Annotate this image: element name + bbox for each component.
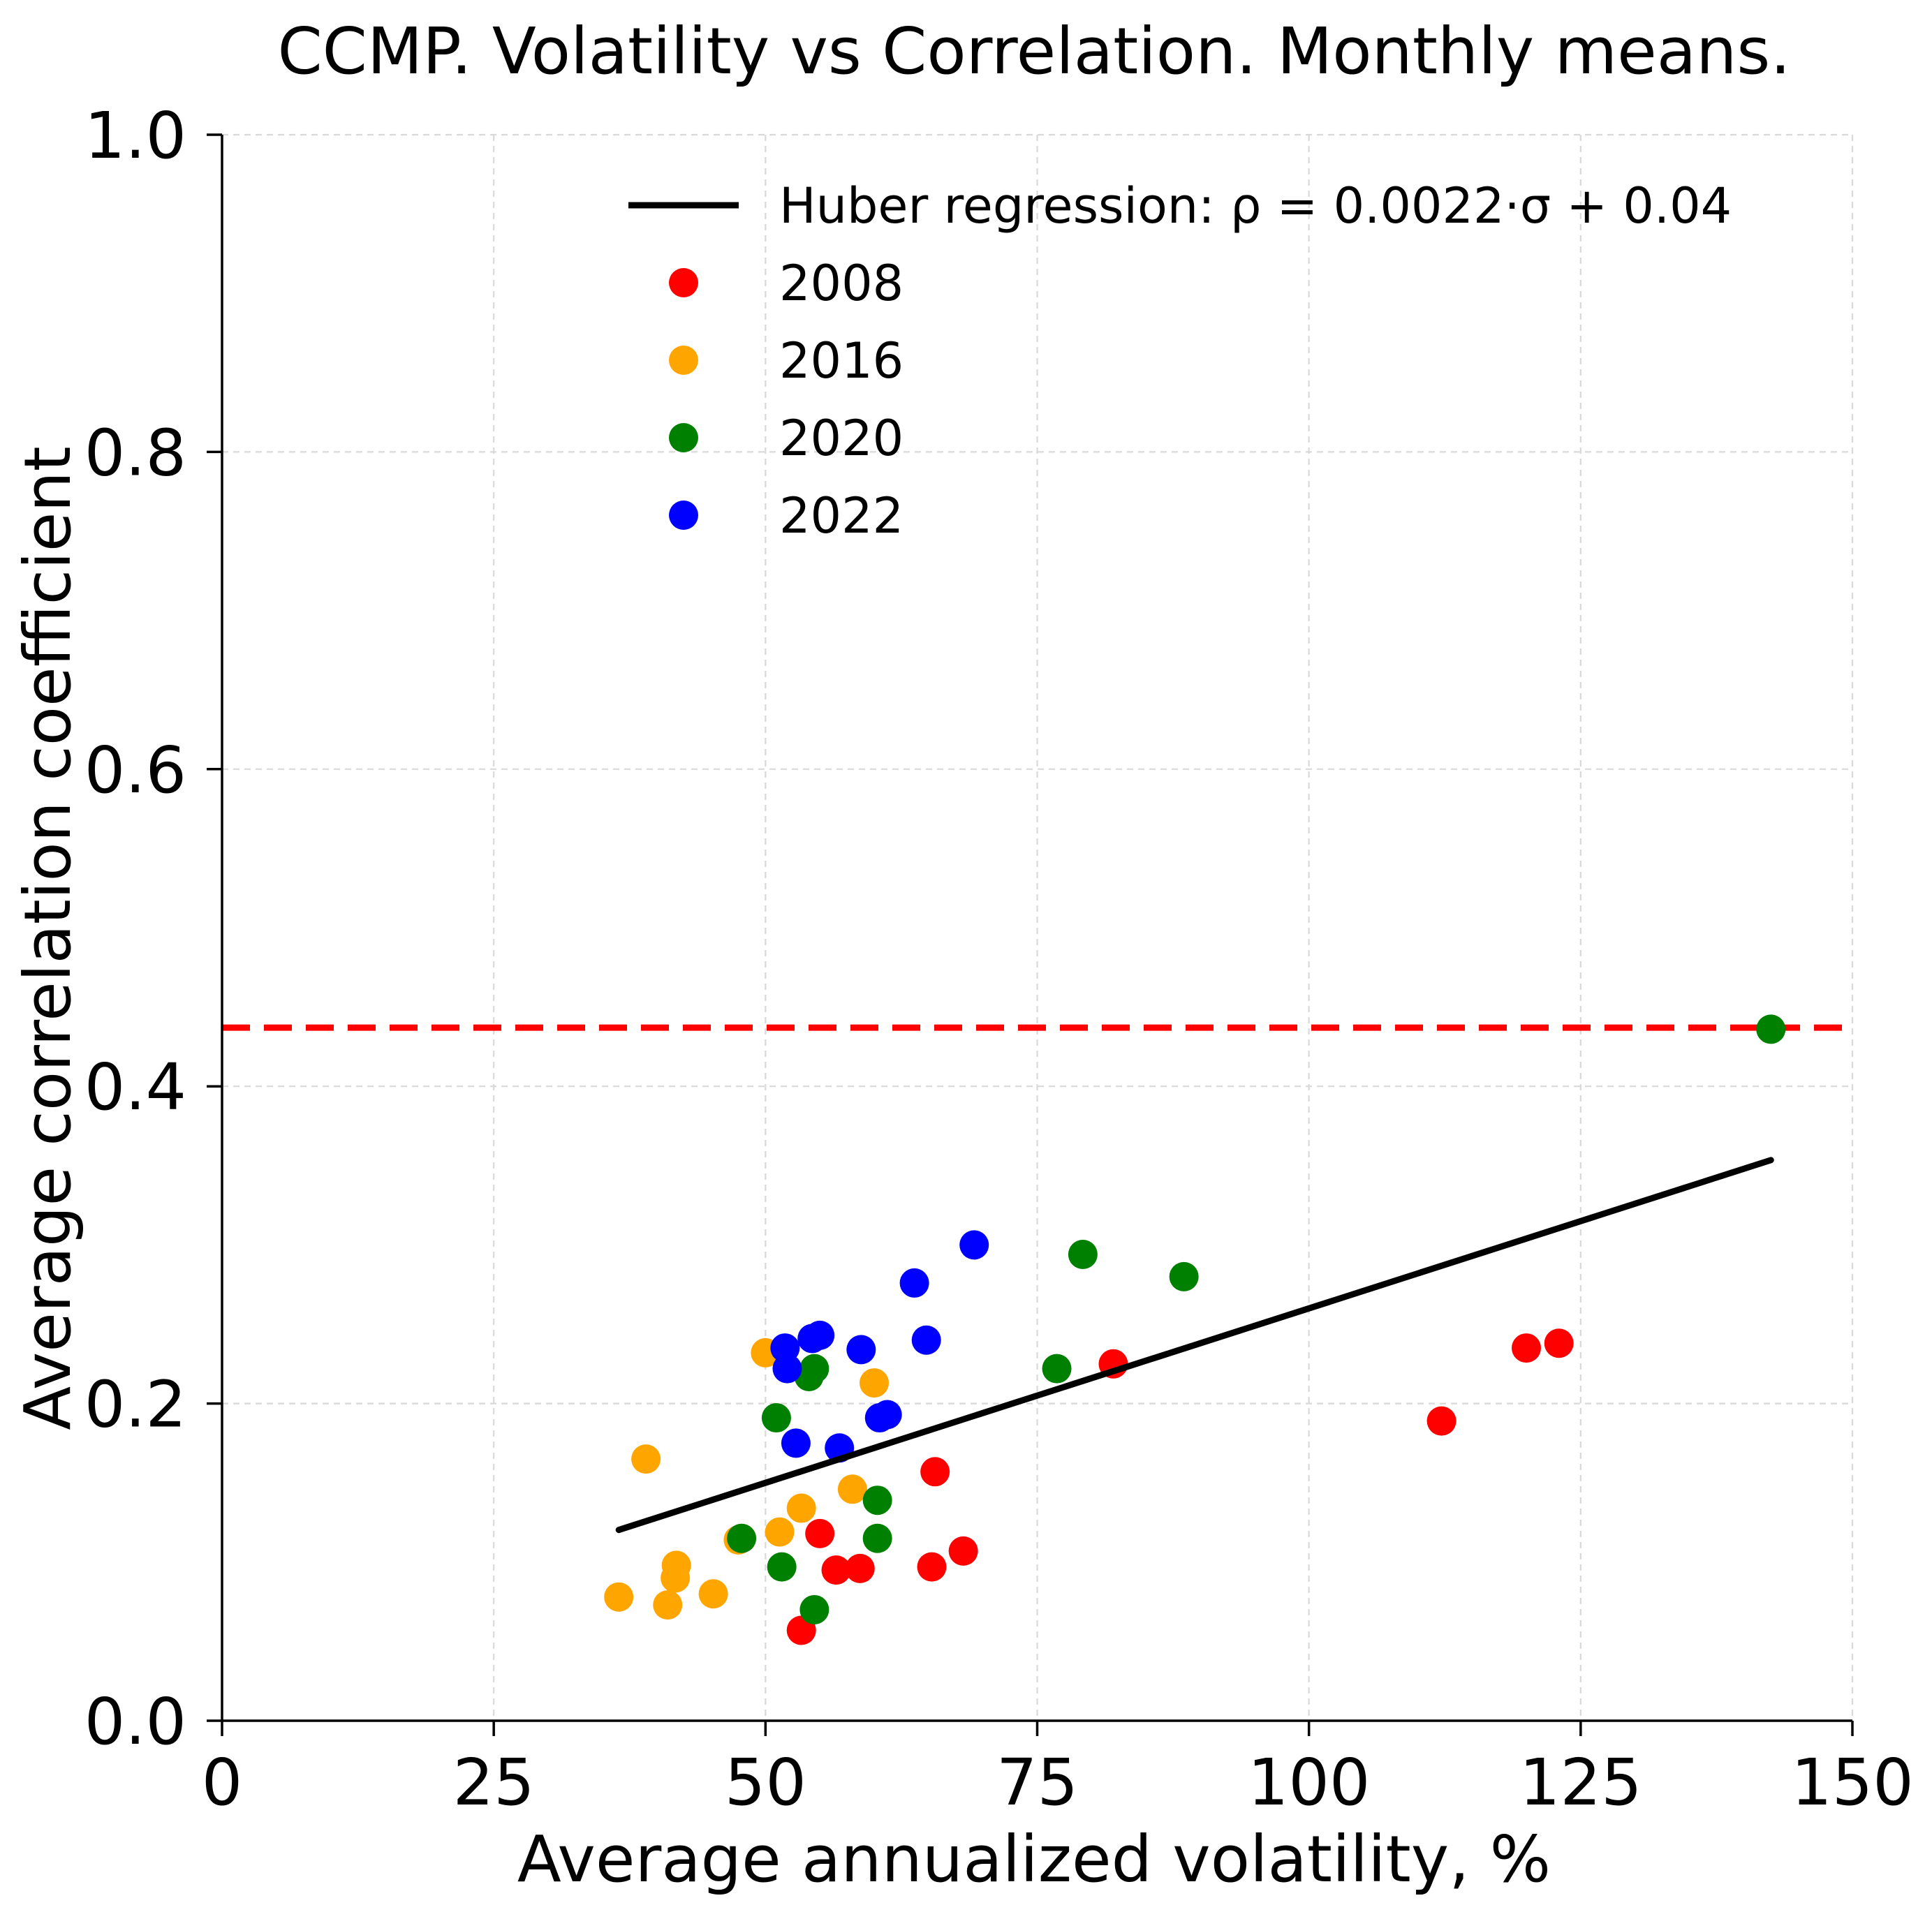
data-point-2022: [911, 1325, 941, 1355]
data-point-2020: [761, 1403, 791, 1433]
legend-label-2020: 2020: [779, 410, 904, 467]
y-axis-ticks: 0.0 0.2 0.4 0.6 0.8 1.0: [84, 98, 222, 1759]
data-point-2008: [917, 1552, 947, 1582]
data-points: [604, 1014, 1786, 1645]
legend-regression-label: Huber regression: ρ = 0.0022·σ + 0.04: [779, 177, 1732, 235]
series-2022: [770, 1230, 989, 1463]
x-tick-label: 25: [453, 1745, 535, 1820]
data-point-2020: [862, 1523, 892, 1553]
data-point-2008: [1512, 1333, 1541, 1363]
regression-line: [615, 1157, 1774, 1534]
data-point-2020: [862, 1485, 892, 1515]
y-tick-label: 0.0: [84, 1684, 186, 1759]
data-point-2022: [805, 1320, 835, 1350]
data-point-2016: [631, 1444, 661, 1474]
data-point-2020: [799, 1594, 829, 1624]
data-point-2016: [653, 1590, 683, 1620]
data-point-2022: [846, 1335, 876, 1365]
data-point-2020: [1756, 1014, 1786, 1044]
y-tick-label: 0.8: [84, 415, 186, 490]
legend-label-2022: 2022: [779, 487, 904, 544]
data-point-2008: [805, 1518, 835, 1548]
data-point-2016: [765, 1517, 795, 1547]
data-point-2016: [661, 1550, 691, 1580]
x-axis-label: Average annualized volatility, %: [517, 1822, 1551, 1897]
data-point-2016: [698, 1579, 728, 1609]
data-point-2008: [821, 1555, 851, 1585]
grid-lines: [222, 133, 1854, 1721]
data-point-2008: [920, 1457, 950, 1487]
x-tick-label: 0: [202, 1745, 243, 1820]
legend-label-2016: 2016: [779, 332, 904, 390]
legend-swatch-2016: [669, 346, 698, 375]
y-tick-label: 1.0: [84, 98, 186, 173]
x-tick-label: 50: [725, 1745, 806, 1820]
data-point-2022: [899, 1268, 929, 1298]
data-point-2016: [860, 1368, 889, 1398]
data-point-2020: [767, 1552, 797, 1582]
regression-line-group: [615, 1157, 1774, 1534]
data-point-2016: [837, 1474, 867, 1504]
data-point-2020: [1169, 1261, 1199, 1291]
y-tick-label: 0.2: [84, 1368, 186, 1442]
data-point-2022: [872, 1400, 902, 1430]
data-point-2020: [1068, 1240, 1098, 1270]
legend-swatch-2008: [669, 268, 698, 297]
y-tick-label: 0.4: [84, 1050, 186, 1125]
legend-label-2008: 2008: [779, 255, 904, 312]
legend-swatch-2020: [669, 423, 698, 452]
x-tick-label: 75: [996, 1745, 1078, 1820]
data-point-2022: [959, 1230, 989, 1260]
data-point-2008: [948, 1536, 978, 1566]
x-axis-ticks: 0 25 50 75 100 125 150: [202, 1721, 1914, 1820]
series-2020: [727, 1014, 1786, 1624]
data-point-2022: [781, 1428, 811, 1458]
data-point-2008: [1426, 1406, 1457, 1436]
data-point-2022: [772, 1354, 802, 1384]
x-tick-label: 150: [1791, 1745, 1914, 1820]
data-point-2020: [1042, 1354, 1072, 1384]
data-point-2016: [786, 1493, 816, 1523]
y-tick-label: 0.6: [84, 733, 186, 808]
chart-title: CCMP. Volatility vs Correlation. Monthly…: [277, 14, 1790, 89]
legend: Huber regression: ρ = 0.0022·σ + 0.04 200…: [628, 177, 1732, 544]
data-point-2020: [799, 1354, 829, 1384]
data-point-2008: [1544, 1328, 1574, 1358]
series-2008: [786, 1328, 1574, 1645]
legend-swatch-2022: [669, 501, 698, 530]
y-axis-label: Average correlation coefficient: [10, 446, 85, 1430]
data-point-2016: [604, 1582, 634, 1612]
x-tick-label: 125: [1519, 1745, 1642, 1820]
x-tick-label: 100: [1248, 1745, 1371, 1820]
data-point-2020: [727, 1523, 757, 1553]
data-point-2008: [845, 1553, 875, 1583]
